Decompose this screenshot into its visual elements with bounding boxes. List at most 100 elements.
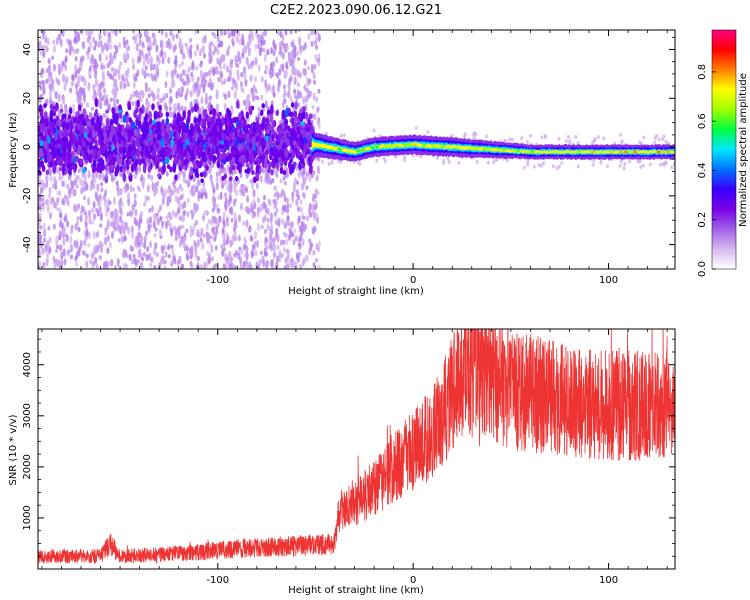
speckle-mark — [205, 223, 209, 231]
speckle-mark — [56, 259, 60, 268]
speckle-mark — [270, 244, 274, 252]
speckle-mark — [134, 261, 138, 267]
speckle-mark — [522, 165, 526, 170]
speckle-mark — [307, 206, 311, 215]
speckle-mark — [661, 162, 665, 167]
speckle-mark — [557, 136, 561, 141]
speckle-mark — [139, 236, 143, 244]
speckle-mark — [93, 213, 97, 220]
speckle-mark — [251, 34, 255, 42]
noise-band-mark — [309, 163, 313, 174]
speckle-mark — [62, 96, 66, 105]
speckle-mark — [475, 159, 479, 164]
noise-band-mark — [203, 108, 208, 115]
speckle-mark — [46, 38, 50, 46]
speckle-mark — [564, 139, 568, 144]
speckle-mark — [38, 40, 42, 49]
speckle-mark — [240, 71, 244, 78]
speckle-mark — [146, 246, 150, 253]
speckle-mark — [237, 234, 241, 242]
speckle-mark — [89, 65, 93, 72]
noise-band-mark — [300, 121, 305, 126]
noise-band-mark — [308, 113, 313, 120]
speckle-mark — [180, 60, 184, 66]
noise-band-mark — [201, 152, 206, 162]
speckle-mark — [61, 233, 65, 239]
speckle-mark — [106, 247, 110, 255]
noise-band-mark — [255, 122, 260, 133]
speckle-mark — [106, 62, 110, 69]
speckle-mark — [234, 249, 238, 256]
speckle-mark — [48, 212, 52, 220]
noise-band-mark — [114, 134, 119, 142]
speckle-mark — [96, 183, 100, 192]
speckle-mark — [245, 98, 249, 108]
speckle-mark — [62, 225, 66, 235]
speckle-mark — [306, 66, 310, 71]
speckle-mark — [97, 99, 101, 106]
speckle-mark — [327, 161, 331, 166]
noise-band-mark — [95, 125, 100, 133]
speckle-mark — [216, 48, 220, 56]
speckle-mark — [262, 47, 266, 53]
speckle-mark — [183, 200, 187, 209]
speckle-mark — [179, 194, 183, 201]
speckle-mark — [65, 48, 69, 54]
speckle-mark — [74, 70, 78, 79]
noise-band-mark — [302, 105, 306, 113]
speckle-mark — [263, 214, 267, 222]
noise-band-mark — [169, 166, 173, 173]
speckle-mark — [259, 175, 263, 183]
noise-band-mark — [47, 129, 51, 136]
speckle-mark — [313, 79, 317, 85]
noise-band-mark — [216, 160, 221, 169]
speckle-mark — [84, 219, 88, 229]
speckle-mark — [231, 37, 235, 45]
speckle-mark — [70, 46, 74, 52]
noise-band-mark — [52, 126, 57, 134]
noise-band-mark — [290, 102, 295, 108]
speckle-mark — [229, 239, 233, 248]
speckle-mark — [117, 238, 121, 243]
speckle-mark — [64, 215, 68, 222]
speckle-mark — [53, 261, 57, 269]
noise-band-mark — [142, 125, 146, 131]
speckle-mark — [149, 43, 153, 51]
speckle-mark — [249, 62, 253, 67]
speckle-mark — [153, 247, 157, 256]
speckle-mark — [143, 202, 147, 207]
speckle-mark — [223, 30, 227, 36]
speckle-mark — [161, 220, 165, 226]
speckle-mark — [264, 64, 268, 72]
noise-band-mark — [162, 164, 166, 174]
speckle-mark — [170, 244, 174, 249]
speckle-mark — [275, 207, 279, 213]
speckle-mark — [203, 53, 207, 59]
speckle-mark — [290, 221, 294, 229]
speckle-mark — [90, 30, 94, 36]
speckle-mark — [177, 88, 181, 96]
speckle-mark — [266, 48, 270, 56]
speckle-mark — [426, 129, 430, 134]
speckle-mark — [155, 94, 159, 100]
speckle-mark — [133, 266, 137, 269]
speckle-mark — [189, 225, 193, 232]
speckle-mark — [249, 202, 253, 209]
speckle-mark — [273, 185, 277, 192]
speckle-mark — [638, 158, 642, 163]
speckle-mark — [113, 102, 117, 108]
figure-title: C2E2.2023.090.06.12.G21 — [270, 3, 442, 18]
noise-band-mark — [186, 152, 190, 160]
speckle-mark — [254, 44, 258, 50]
speckle-mark — [98, 40, 102, 48]
speckle-mark — [216, 34, 220, 43]
speckle-mark — [156, 101, 160, 107]
speckle-mark — [160, 41, 164, 50]
noise-band-mark — [182, 110, 186, 119]
speckle-mark — [63, 82, 67, 92]
speckle-mark — [192, 184, 196, 190]
speckle-mark — [52, 39, 56, 45]
speckle-mark — [95, 264, 99, 269]
speckle-mark — [273, 43, 277, 50]
speckle-mark — [234, 61, 238, 68]
